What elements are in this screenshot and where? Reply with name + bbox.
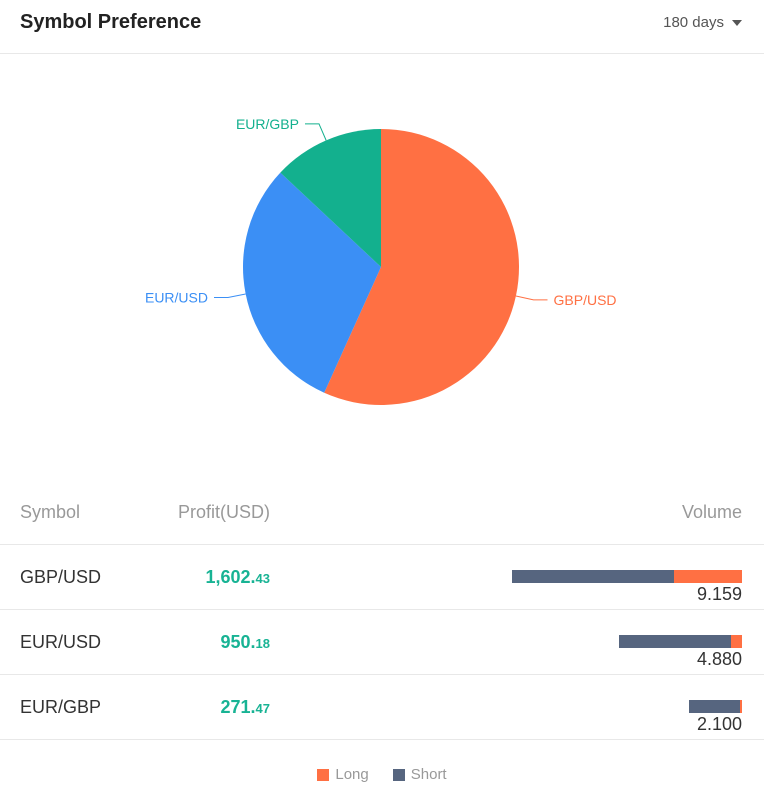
row-symbol: EUR/GBP (20, 697, 102, 717)
caret-down-icon (732, 19, 742, 26)
profit-integer: 950. (220, 632, 256, 652)
profit-decimal: 47 (255, 701, 270, 716)
pie-chart: GBP/USD EUR/USD EUR/GBP (0, 55, 764, 485)
symbol-table: Symbol Profit(USD) Volume GBP/USD 1,602.… (0, 480, 764, 740)
column-header-volume: Volume (681, 502, 742, 522)
pie-label: EUR/GBP (236, 116, 299, 132)
row-volume: 4.880 (696, 649, 742, 669)
legend-label-long: Long (335, 766, 369, 783)
row-profit: 950.18 (120, 632, 270, 653)
table-row[interactable]: EUR/GBP 271.47 2.100 (0, 675, 764, 740)
table-row[interactable]: GBP/USD 1,602.43 9.159 (0, 545, 764, 610)
pie-chart-svg: GBP/USD EUR/USD EUR/GBP (145, 116, 617, 405)
pie-slice-gbp-usd[interactable] (324, 129, 519, 405)
table-row[interactable]: EUR/USD 950.18 4.880 (0, 610, 764, 675)
row-volume: 2.100 (696, 714, 742, 734)
pie-slice-eur-usd[interactable] (243, 172, 381, 393)
pie-label: EUR/USD (145, 289, 208, 305)
long-volume-bar (739, 700, 742, 713)
short-volume-bar (512, 570, 674, 583)
pie-leader-line (515, 295, 548, 301)
short-volume-bar (689, 700, 740, 713)
column-header-symbol: Symbol (20, 502, 81, 522)
short-volume-bar (619, 635, 732, 648)
page-title: Symbol Preference (20, 11, 202, 33)
table-header: Symbol Profit(USD) Volume (0, 480, 764, 545)
row-symbol: GBP/USD (20, 567, 102, 587)
profit-decimal: 18 (255, 636, 270, 651)
volume-bar (619, 635, 742, 648)
volume-bar (689, 700, 742, 713)
column-header-profit: Profit(USD) (177, 502, 270, 522)
profit-decimal: 43 (255, 571, 270, 586)
row-profit: 1,602.43 (120, 567, 270, 588)
legend: Long Short (0, 766, 764, 783)
long-volume-bar (731, 635, 742, 648)
volume-bar (512, 570, 742, 583)
row-volume: 9.159 (696, 584, 742, 604)
row-profit: 271.47 (120, 697, 270, 718)
profit-integer: 271. (220, 697, 256, 717)
period-label: 180 days (663, 14, 724, 31)
long-swatch-icon (317, 768, 330, 781)
period-dropdown[interactable]: 180 days (663, 14, 742, 31)
legend-item-short[interactable]: Short (392, 766, 447, 783)
pie-leader-line (214, 293, 246, 298)
pie-label: GBP/USD (554, 292, 617, 308)
profit-integer: 1,602. (205, 567, 256, 587)
legend-item-long[interactable]: Long (317, 766, 369, 783)
pie-leader-line (304, 123, 327, 141)
long-volume-bar (673, 570, 742, 583)
legend-label-short: Short (410, 766, 447, 783)
row-symbol: EUR/USD (20, 632, 102, 652)
short-swatch-icon (392, 768, 405, 781)
card-header: Symbol Preference 180 days (0, 0, 764, 54)
pie-slice-eur-gbp[interactable] (280, 129, 381, 267)
